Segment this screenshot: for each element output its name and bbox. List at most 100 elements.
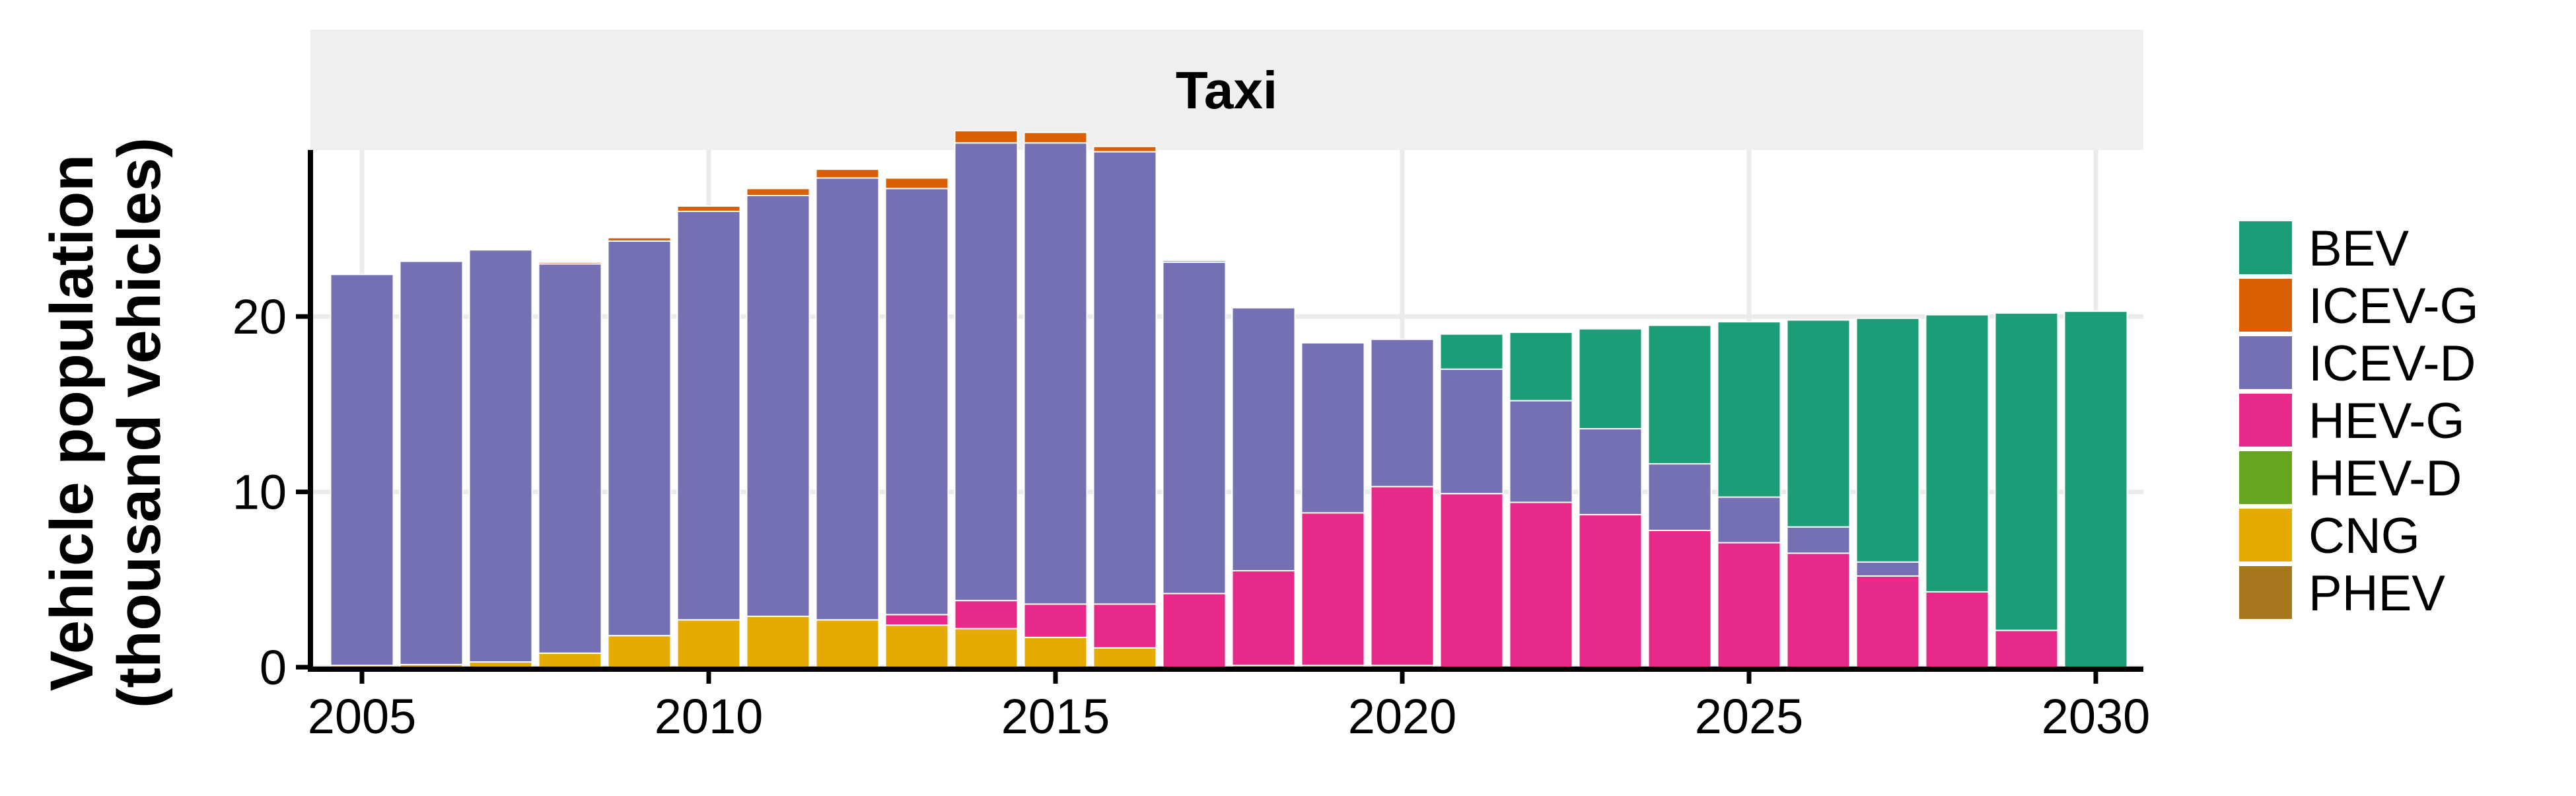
facet-title: Taxi bbox=[1176, 61, 1277, 120]
bar-segment-icev-g-2009 bbox=[607, 236, 672, 242]
bar-segment-icev-d-2027 bbox=[1855, 561, 1920, 577]
bar-segment-bev-2024 bbox=[1647, 324, 1712, 465]
bar-segment-bev-2022 bbox=[1509, 332, 1573, 402]
bar-segment-icev-d-2016 bbox=[1092, 151, 1157, 605]
x-tick-label: 2030 bbox=[2042, 689, 2151, 744]
bar-segment-icev-d-2017 bbox=[1162, 261, 1227, 595]
y-axis-title-line2: (thousand vehicles) bbox=[106, 137, 173, 708]
x-tick-label: 2025 bbox=[1695, 689, 1804, 744]
bar-segment-bev-2027 bbox=[1855, 317, 1920, 563]
bar-segment-hev-g-2029 bbox=[1994, 630, 2059, 669]
bar-segment-hev-g-2021 bbox=[1439, 493, 1504, 669]
bar-segment-hev-g-2024 bbox=[1647, 529, 1712, 668]
y-tick-label: 0 bbox=[260, 640, 287, 695]
x-axis-ticks: 2005 2010 2015 2020 2025 2030 bbox=[308, 669, 2151, 744]
legend-label-phev: PHEV bbox=[2308, 565, 2445, 622]
bar-segment-icev-d-2007 bbox=[468, 249, 533, 663]
bar-segment-icev-d-2021 bbox=[1439, 368, 1504, 495]
bar-segment-icev-d-2008 bbox=[538, 263, 602, 654]
bar-segment-hev-g-2028 bbox=[1925, 591, 1989, 668]
bar-segment-bev-2025 bbox=[1717, 321, 1781, 498]
legend-key-bev bbox=[2239, 221, 2292, 274]
legend-key-hev-d bbox=[2239, 451, 2292, 504]
bar-segment-cng-2010 bbox=[676, 619, 741, 668]
bar-segment-bev-2026 bbox=[1786, 319, 1851, 528]
bar-segment-hev-g-2019 bbox=[1301, 512, 1365, 667]
legend-key-hev-g bbox=[2239, 394, 2292, 447]
y-axis-title-line1: Vehicle population bbox=[38, 155, 106, 692]
bar-segment-hev-g-2025 bbox=[1717, 542, 1781, 668]
bar-segment-cng-2015 bbox=[1023, 636, 1088, 669]
bar-segment-icev-g-2016 bbox=[1092, 145, 1157, 153]
bar-segment-icev-d-2026 bbox=[1786, 526, 1851, 554]
legend-key-phev bbox=[2239, 566, 2292, 619]
bar-segment-cng-2007 bbox=[468, 661, 533, 669]
bar-segment-icev-g-2012 bbox=[815, 168, 880, 179]
bar-segment-icev-d-2020 bbox=[1370, 338, 1435, 488]
bar-segment-icev-d-2014 bbox=[954, 142, 1019, 602]
bar-segment-hev-g-2015 bbox=[1023, 603, 1088, 638]
bar-segment-cng-2014 bbox=[954, 628, 1019, 668]
bar-segment-cng-2008 bbox=[538, 652, 602, 669]
bar-segment-icev-g-2015 bbox=[1023, 131, 1088, 144]
bar-segment-icev-d-2015 bbox=[1023, 142, 1088, 605]
legend-label-hev-g: HEV-G bbox=[2308, 393, 2465, 449]
bar-segment-cng-2009 bbox=[607, 635, 672, 669]
bar-segment-hev-g-2027 bbox=[1855, 575, 1920, 669]
legend-label-hev-d: HEV-D bbox=[2308, 451, 2462, 507]
bar-segment-icev-g-2017 bbox=[1162, 260, 1227, 263]
bar-segment-icev-g-2011 bbox=[746, 188, 810, 197]
bar-segment-cng-2012 bbox=[815, 619, 880, 668]
bar-segment-hev-g-2016 bbox=[1092, 603, 1157, 649]
y-tick-label: 20 bbox=[233, 289, 287, 344]
bar-segment-hev-g-2026 bbox=[1786, 552, 1851, 668]
bar-segment-hev-g-2017 bbox=[1162, 593, 1227, 668]
facet-strip bbox=[310, 30, 2143, 150]
bar-segment-cng-2016 bbox=[1092, 647, 1157, 669]
legend-label-icev-d: ICEV-D bbox=[2308, 336, 2476, 392]
legend-label-bev: BEV bbox=[2308, 221, 2409, 277]
bar-segment-icev-d-2025 bbox=[1717, 496, 1781, 544]
legend-key-icev-g bbox=[2239, 279, 2292, 332]
y-axis-title: Vehicle population (thousand vehicles) bbox=[38, 137, 173, 708]
bar-segment-hev-g-2013 bbox=[884, 614, 949, 626]
bar-segment-hev-g-2018 bbox=[1231, 570, 1296, 667]
bar-segment-icev-g-2014 bbox=[954, 129, 1019, 144]
bar-segment-bev-2030 bbox=[2063, 310, 2128, 668]
bars bbox=[330, 129, 2128, 669]
bar-segment-icev-d-2024 bbox=[1647, 463, 1712, 531]
y-tick-label: 10 bbox=[233, 465, 287, 520]
bar-segment-icev-d-2018 bbox=[1231, 307, 1296, 572]
x-tick-label: 2005 bbox=[308, 689, 417, 744]
bar-segment-icev-d-2005 bbox=[330, 273, 394, 667]
bar-segment-icev-g-2008 bbox=[538, 261, 602, 265]
x-tick-label: 2020 bbox=[1348, 689, 1457, 744]
bar-segment-icev-d-2012 bbox=[815, 177, 880, 621]
bar-segment-icev-d-2013 bbox=[884, 188, 949, 616]
bar-segment-icev-g-2013 bbox=[884, 177, 949, 190]
bar-segment-cng-2011 bbox=[746, 616, 810, 668]
bar-segment-icev-d-2019 bbox=[1301, 342, 1365, 514]
bar-segment-icev-d-2022 bbox=[1509, 400, 1573, 503]
bar-segment-hev-g-2022 bbox=[1509, 501, 1573, 669]
bar-segment-icev-d-2009 bbox=[607, 240, 672, 637]
bar-segment-icev-d-2010 bbox=[676, 210, 741, 621]
bar-segment-icev-d-2023 bbox=[1578, 428, 1643, 516]
bar-segment-cng-2013 bbox=[884, 624, 949, 668]
x-tick-label: 2015 bbox=[1001, 689, 1110, 744]
bar-segment-hev-g-2014 bbox=[954, 600, 1019, 630]
legend-key-icev-d bbox=[2239, 336, 2292, 389]
x-tick-label: 2010 bbox=[655, 689, 764, 744]
bar-segment-icev-g-2010 bbox=[676, 205, 741, 212]
bar-segment-icev-d-2006 bbox=[399, 260, 464, 666]
bar-segment-hev-g-2020 bbox=[1370, 486, 1435, 667]
bar-segment-icev-d-2011 bbox=[746, 195, 810, 618]
bar-segment-bev-2028 bbox=[1925, 314, 1989, 593]
bar-segment-bev-2021 bbox=[1439, 333, 1504, 370]
legend-label-icev-g: ICEV-G bbox=[2308, 278, 2479, 334]
bar-segment-hev-g-2023 bbox=[1578, 514, 1643, 668]
bar-segment-bev-2023 bbox=[1578, 328, 1643, 430]
bar-segment-bev-2029 bbox=[1994, 312, 2059, 632]
